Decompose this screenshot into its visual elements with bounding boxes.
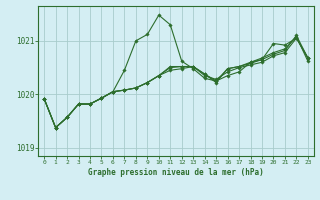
X-axis label: Graphe pression niveau de la mer (hPa): Graphe pression niveau de la mer (hPa) — [88, 168, 264, 177]
